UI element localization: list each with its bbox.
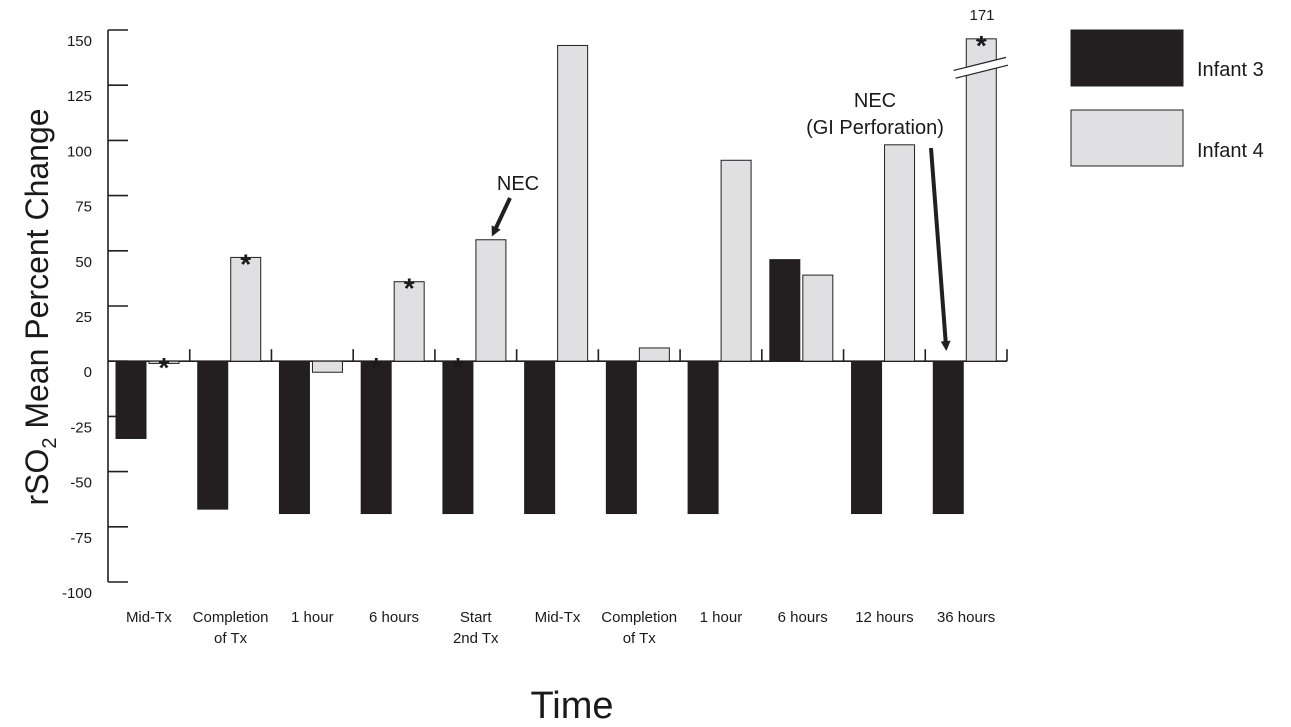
x-tick-label: Mid-Tx — [126, 609, 172, 626]
bar-infant-3 — [115, 360, 147, 439]
y-tick-label: -75 — [70, 530, 92, 547]
y-axis-label: rSO2 Mean Percent Change — [19, 108, 61, 505]
bar-infant-4 — [557, 44, 589, 362]
y-tick-label: 100 — [67, 143, 92, 160]
bar-infant-3 — [524, 360, 556, 515]
bar-infant-4 — [311, 360, 343, 373]
bar-infant-3 — [442, 360, 474, 515]
legend-swatch-infant-4 — [1070, 109, 1184, 167]
bar-infant-3 — [851, 360, 883, 515]
y-tick-label: -25 — [70, 419, 92, 436]
y-tick-label: 125 — [67, 88, 92, 105]
x-tick-label: Completion — [193, 609, 269, 626]
nec-arrow — [491, 197, 512, 237]
bars — [115, 38, 997, 515]
nec-gi-arrow — [929, 147, 951, 351]
y-tick-label: -50 — [70, 475, 92, 492]
legend-label-infant-4: Infant 4 — [1197, 140, 1264, 162]
x-tick-label: of Tx — [214, 630, 248, 647]
bar-infant-4 — [802, 274, 834, 362]
axis-break-mark — [955, 64, 1009, 79]
x-tick-label: of Tx — [623, 630, 657, 647]
x-tick-label: Mid-Tx — [535, 609, 581, 626]
y-tick-label: 75 — [75, 199, 92, 216]
x-axis-label: Time — [530, 685, 613, 727]
nec-gi-annotation-line-2: (GI Perforation) — [806, 117, 944, 139]
x-tick-label: 12 hours — [855, 609, 913, 626]
significance-star: * — [371, 352, 382, 383]
legend-label-infant-3: Infant 3 — [1197, 59, 1264, 81]
bar-infant-4 — [720, 159, 752, 362]
legend: Infant 3 Infant 4 — [1070, 29, 1264, 167]
bar-infant-4 — [475, 239, 507, 362]
bar-infant-3 — [769, 259, 801, 362]
y-tick-label: 150 — [67, 33, 92, 50]
x-tick-label: 1 hour — [291, 609, 334, 626]
bar-infant-3 — [278, 360, 310, 515]
bar-infant-4 — [148, 360, 180, 364]
nec-annotation: NEC — [497, 173, 539, 195]
bar-infant-4 — [393, 281, 425, 362]
x-tick-label: 6 hours — [778, 609, 828, 626]
bar-infant-3 — [197, 360, 229, 510]
bar-infant-3 — [360, 360, 392, 515]
bar-infant-4 — [230, 256, 262, 362]
y-tick-label: 25 — [75, 309, 92, 326]
x-tick-label: Start — [460, 609, 493, 626]
bar-infant-3 — [932, 360, 964, 515]
x-tick-label: 6 hours — [369, 609, 419, 626]
bar-infant-3 — [687, 360, 719, 515]
bar-infant-4 — [965, 38, 997, 362]
significance-star: * — [452, 352, 463, 383]
bar-infant-4 — [884, 144, 916, 362]
nec-gi-annotation-line-1: NEC — [854, 90, 896, 112]
significance-star: * — [159, 352, 170, 383]
x-tick-label: Completion — [601, 609, 677, 626]
y-tick-label: -100 — [62, 585, 92, 602]
axis-break-gap — [953, 57, 1008, 79]
bar-infant-4 — [638, 347, 670, 362]
significance-star: * — [240, 248, 251, 279]
bar-infant-3 — [605, 360, 637, 515]
x-tick-label: 2nd Tx — [453, 630, 499, 647]
y-tick-label: 0 — [84, 364, 92, 381]
y-tick-label: 50 — [75, 254, 92, 271]
significance-star: * — [404, 273, 415, 304]
annotations: * * * * * * — [159, 30, 1009, 383]
significance-star: * — [976, 30, 987, 61]
x-tick-label: 1 hour — [700, 609, 743, 626]
x-tick-label: 36 hours — [937, 609, 995, 626]
legend-swatch-infant-3 — [1070, 29, 1184, 87]
broken-bar-value-label: 171 — [969, 7, 994, 24]
axis-break-mark — [953, 56, 1007, 72]
labels: 150 125 100 75 50 25 0 -25 -50 -75 -100 Mid-Tx Compl… — [62, 33, 995, 647]
